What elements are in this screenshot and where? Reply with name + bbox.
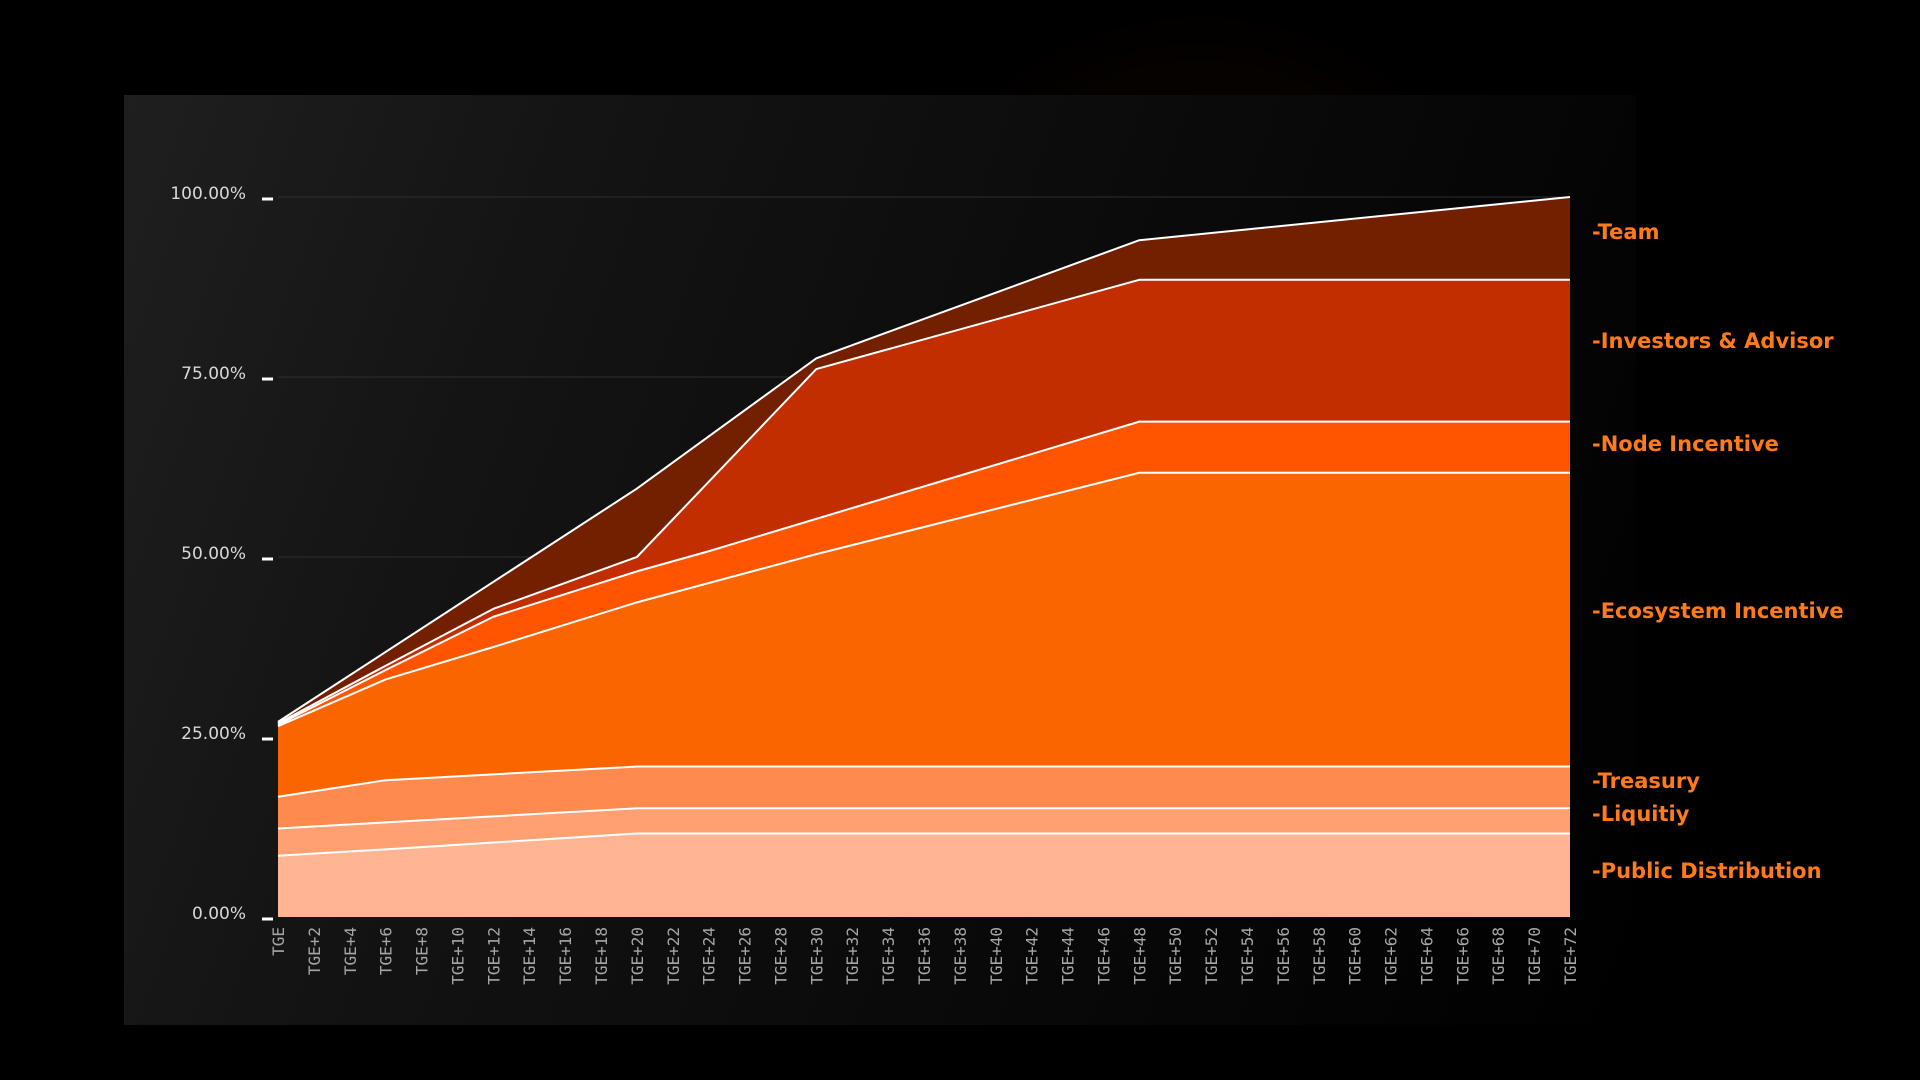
xtick-label: TGE+30 bbox=[807, 927, 826, 985]
xtick-label: TGE+50 bbox=[1166, 927, 1185, 985]
legend-ecosystem-incentive: -Ecosystem Incentive bbox=[1592, 599, 1844, 623]
xtick-label: TGE+6 bbox=[377, 927, 396, 975]
xtick-label: TGE+42 bbox=[1023, 927, 1042, 985]
line-treasury bbox=[277, 765, 1570, 798]
ytick-label-25: 25.00% bbox=[181, 724, 246, 744]
ytick-label-100: 100.00% bbox=[170, 184, 246, 204]
line-investors-advisor bbox=[277, 278, 1570, 725]
xtick-label: TGE bbox=[269, 927, 288, 956]
xtick-label: TGE+60 bbox=[1346, 927, 1365, 985]
area-public-distribution bbox=[278, 833, 1570, 917]
xtick-label: TGE+64 bbox=[1417, 927, 1436, 985]
xtick-label: TGE+18 bbox=[592, 927, 611, 985]
xtick-label: TGE+56 bbox=[1274, 927, 1293, 985]
xtick-label: TGE+12 bbox=[484, 927, 503, 985]
legend-node-incentive: -Node Incentive bbox=[1592, 432, 1779, 456]
line-ecosystem-incentive bbox=[277, 471, 1570, 728]
xtick-label: TGE+2 bbox=[305, 927, 324, 975]
xtick-label: TGE+16 bbox=[556, 927, 575, 985]
ytick-label-75: 75.00% bbox=[181, 364, 246, 384]
xtick-label: TGE+70 bbox=[1525, 927, 1544, 985]
xtick-label: TGE+58 bbox=[1310, 927, 1329, 985]
line-public-distribution bbox=[277, 832, 1570, 857]
xtick-label: TGE+14 bbox=[520, 927, 539, 985]
legend-investors-advisor: -Investors & Advisor bbox=[1592, 329, 1834, 353]
xtick-label: TGE+62 bbox=[1382, 927, 1401, 985]
xtick-label: TGE+36 bbox=[915, 927, 934, 985]
legend-liquitiy: -Liquitiy bbox=[1592, 802, 1690, 826]
xtick-label: TGE+68 bbox=[1489, 927, 1508, 985]
legend-team: -Team bbox=[1592, 220, 1659, 244]
xtick-label: TGE+34 bbox=[879, 927, 898, 985]
xtick-label: TGE+40 bbox=[987, 927, 1006, 985]
xtick-label: TGE+52 bbox=[1202, 927, 1221, 985]
xtick-label: TGE+66 bbox=[1453, 927, 1472, 985]
xtick-label: TGE+4 bbox=[341, 927, 360, 975]
xtick-label: TGE+72 bbox=[1561, 927, 1580, 985]
xtick-label: TGE+22 bbox=[664, 927, 683, 985]
xtick-label: TGE+48 bbox=[1130, 927, 1149, 985]
xtick-label: TGE+32 bbox=[843, 927, 862, 985]
xtick-label: TGE+46 bbox=[1094, 927, 1113, 985]
legend-public-distribution: -Public Distribution bbox=[1592, 859, 1822, 883]
xtick-label: TGE+8 bbox=[413, 927, 432, 975]
line-node-incentive bbox=[277, 420, 1570, 726]
line-liquitiy bbox=[277, 807, 1570, 830]
xtick-label: TGE+28 bbox=[771, 927, 790, 985]
ytick-label-0: 0.00% bbox=[192, 904, 246, 924]
legend-treasury: -Treasury bbox=[1592, 769, 1700, 793]
line-team bbox=[277, 196, 1571, 723]
ytick-label-50: 50.00% bbox=[181, 544, 246, 564]
xtick-label: TGE+44 bbox=[1059, 927, 1078, 985]
xtick-label: TGE+26 bbox=[736, 927, 755, 985]
xtick-label: TGE+38 bbox=[951, 927, 970, 985]
xtick-label: TGE+10 bbox=[448, 927, 467, 985]
xtick-label: TGE+24 bbox=[700, 927, 719, 985]
xtick-label: TGE+54 bbox=[1238, 927, 1257, 985]
xtick-label: TGE+20 bbox=[628, 927, 647, 985]
